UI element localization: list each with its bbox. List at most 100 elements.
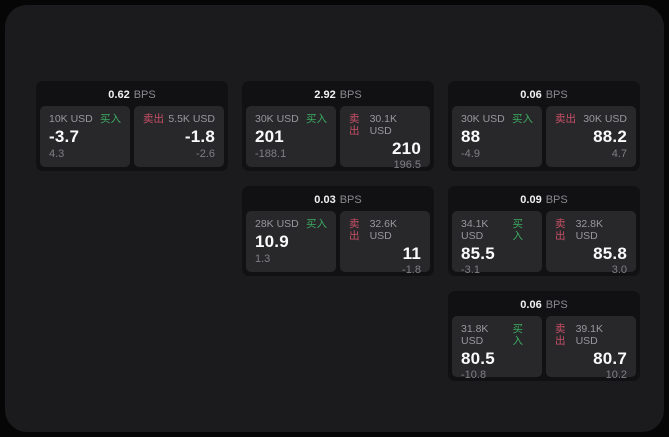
app-window: 0.62 BPS 10K USD 买入 -3.7 4.3 卖出 5.5K USD — [5, 5, 664, 432]
buy-panel-top: 34.1K USD 买入 — [461, 218, 533, 242]
bps-value: 0.62 — [108, 89, 130, 101]
bps-value: 0.03 — [314, 194, 336, 206]
bps-value: 2.92 — [314, 89, 336, 101]
quote-board: 0.62 BPS 10K USD 买入 -3.7 4.3 卖出 5.5K USD — [36, 81, 640, 381]
sell-panel[interactable]: 卖出 30K USD 88.2 4.7 — [546, 106, 636, 167]
sell-panel-top: 卖出 30K USD — [555, 113, 627, 125]
sell-panel[interactable]: 卖出 30.1K USD 210 196.5 — [340, 106, 430, 171]
buy-delta: -3.1 — [461, 264, 480, 276]
sell-side-label: 卖出 — [555, 323, 566, 347]
quote-panels: 30K USD 买入 201 -188.1 卖出 30.1K USD 210 1… — [246, 106, 430, 171]
buy-panel[interactable]: 28K USD 买入 10.9 1.3 — [246, 211, 336, 272]
quote-card-1: 0.62 BPS 10K USD 买入 -3.7 4.3 卖出 5.5K USD — [36, 81, 228, 171]
sell-price: 11 — [402, 244, 421, 263]
sell-side-label: 卖出 — [143, 113, 164, 125]
quote-card-6: 0.06 BPS 31.8K USD 买入 80.5 -10.8 卖出 39.1… — [448, 291, 640, 381]
sell-size: 30K USD — [583, 113, 627, 125]
bps-header: 0.06 BPS — [452, 85, 636, 106]
buy-panel-top: 10K USD 买入 — [49, 113, 121, 125]
sell-panel[interactable]: 卖出 32.8K USD 85.8 3.0 — [546, 211, 636, 276]
buy-panel[interactable]: 34.1K USD 买入 85.5 -3.1 — [452, 211, 542, 276]
sell-price: 88.2 — [593, 127, 627, 146]
sell-panel-top: 卖出 30.1K USD — [349, 113, 421, 137]
buy-side-label: 买入 — [512, 218, 523, 242]
buy-size: 34.1K USD — [461, 218, 489, 242]
sell-panel-top: 卖出 32.8K USD — [555, 218, 627, 242]
buy-price: 85.5 — [461, 244, 495, 263]
buy-price: 10.9 — [255, 232, 289, 251]
sell-panel-top: 卖出 39.1K USD — [555, 323, 627, 347]
sell-price: 80.7 — [593, 349, 627, 368]
buy-panel[interactable]: 30K USD 买入 201 -188.1 — [246, 106, 336, 167]
sell-size: 30.1K USD — [369, 113, 398, 137]
quote-panels: 28K USD 买入 10.9 1.3 卖出 32.6K USD 11 -1.8 — [246, 211, 430, 276]
sell-delta: 196.5 — [393, 159, 421, 171]
quote-card-2: 2.92 BPS 30K USD 买入 201 -188.1 卖出 30.1K … — [242, 81, 434, 171]
buy-size: 30K USD — [255, 113, 299, 125]
sell-delta: 3.0 — [611, 264, 627, 276]
buy-panel[interactable]: 10K USD 买入 -3.7 4.3 — [40, 106, 130, 167]
bps-unit-label: BPS — [545, 194, 568, 206]
buy-side-label: 买入 — [512, 323, 523, 347]
sell-delta: -1.8 — [402, 264, 421, 276]
buy-size: 30K USD — [461, 113, 505, 125]
sell-panel-top: 卖出 5.5K USD — [143, 113, 215, 125]
sell-delta: -2.6 — [196, 148, 215, 160]
sell-size: 32.6K USD — [369, 218, 398, 242]
buy-size: 31.8K USD — [461, 323, 489, 347]
sell-delta: 4.7 — [611, 148, 627, 160]
bps-value: 0.09 — [520, 194, 542, 206]
sell-panel[interactable]: 卖出 5.5K USD -1.8 -2.6 — [134, 106, 224, 167]
buy-side-label: 买入 — [100, 113, 121, 125]
sell-side-label: 卖出 — [555, 113, 576, 125]
quote-panels: 34.1K USD 买入 85.5 -3.1 卖出 32.8K USD 85.8… — [452, 211, 636, 276]
bps-unit-label: BPS — [339, 194, 362, 206]
buy-panel[interactable]: 30K USD 买入 88 -4.9 — [452, 106, 542, 167]
buy-side-label: 买入 — [306, 218, 327, 230]
bps-value: 0.06 — [520, 89, 542, 101]
bps-header: 0.03 BPS — [246, 190, 430, 211]
quote-panels: 10K USD 买入 -3.7 4.3 卖出 5.5K USD -1.8 -2.… — [40, 106, 224, 167]
buy-panel-top: 31.8K USD 买入 — [461, 323, 533, 347]
buy-delta: 4.3 — [49, 148, 65, 160]
sell-panel[interactable]: 卖出 39.1K USD 80.7 10.2 — [546, 316, 636, 381]
bps-unit-label: BPS — [133, 89, 156, 101]
quote-panels: 31.8K USD 买入 80.5 -10.8 卖出 39.1K USD 80.… — [452, 316, 636, 381]
buy-panel[interactable]: 31.8K USD 买入 80.5 -10.8 — [452, 316, 542, 381]
buy-side-label: 买入 — [512, 113, 533, 125]
buy-panel-top: 30K USD 买入 — [461, 113, 533, 125]
sell-side-label: 卖出 — [349, 218, 360, 242]
sell-price: 210 — [392, 139, 421, 158]
buy-price: 80.5 — [461, 349, 495, 368]
bps-unit-label: BPS — [339, 89, 362, 101]
sell-size: 5.5K USD — [168, 113, 215, 125]
bps-header: 2.92 BPS — [246, 85, 430, 106]
sell-size: 32.8K USD — [575, 218, 604, 242]
bps-header: 0.09 BPS — [452, 190, 636, 211]
sell-panel[interactable]: 卖出 32.6K USD 11 -1.8 — [340, 211, 430, 276]
quote-card-3: 0.06 BPS 30K USD 买入 88 -4.9 卖出 30K USD — [448, 81, 640, 171]
buy-panel-top: 28K USD 买入 — [255, 218, 327, 230]
buy-size: 28K USD — [255, 218, 299, 230]
sell-delta: 10.2 — [605, 369, 627, 381]
quote-panels: 30K USD 买入 88 -4.9 卖出 30K USD 88.2 4.7 — [452, 106, 636, 167]
bps-header: 0.06 BPS — [452, 295, 636, 316]
buy-size: 10K USD — [49, 113, 93, 125]
sell-side-label: 卖出 — [349, 113, 360, 137]
buy-delta: 1.3 — [255, 253, 271, 265]
quote-card-4: 0.03 BPS 28K USD 买入 10.9 1.3 卖出 32.6K US… — [242, 186, 434, 276]
bps-unit-label: BPS — [545, 89, 568, 101]
buy-price: -3.7 — [49, 127, 80, 146]
buy-side-label: 买入 — [306, 113, 327, 125]
buy-price: 88 — [461, 127, 481, 146]
buy-delta: -188.1 — [255, 148, 287, 160]
sell-size: 39.1K USD — [575, 323, 604, 347]
sell-price: -1.8 — [184, 127, 215, 146]
sell-price: 85.8 — [593, 244, 627, 263]
buy-delta: -10.8 — [461, 369, 487, 381]
quote-card-5: 0.09 BPS 34.1K USD 买入 85.5 -3.1 卖出 32.8K… — [448, 186, 640, 276]
bps-header: 0.62 BPS — [40, 85, 224, 106]
sell-side-label: 卖出 — [555, 218, 566, 242]
bps-unit-label: BPS — [545, 299, 568, 311]
bps-value: 0.06 — [520, 299, 542, 311]
